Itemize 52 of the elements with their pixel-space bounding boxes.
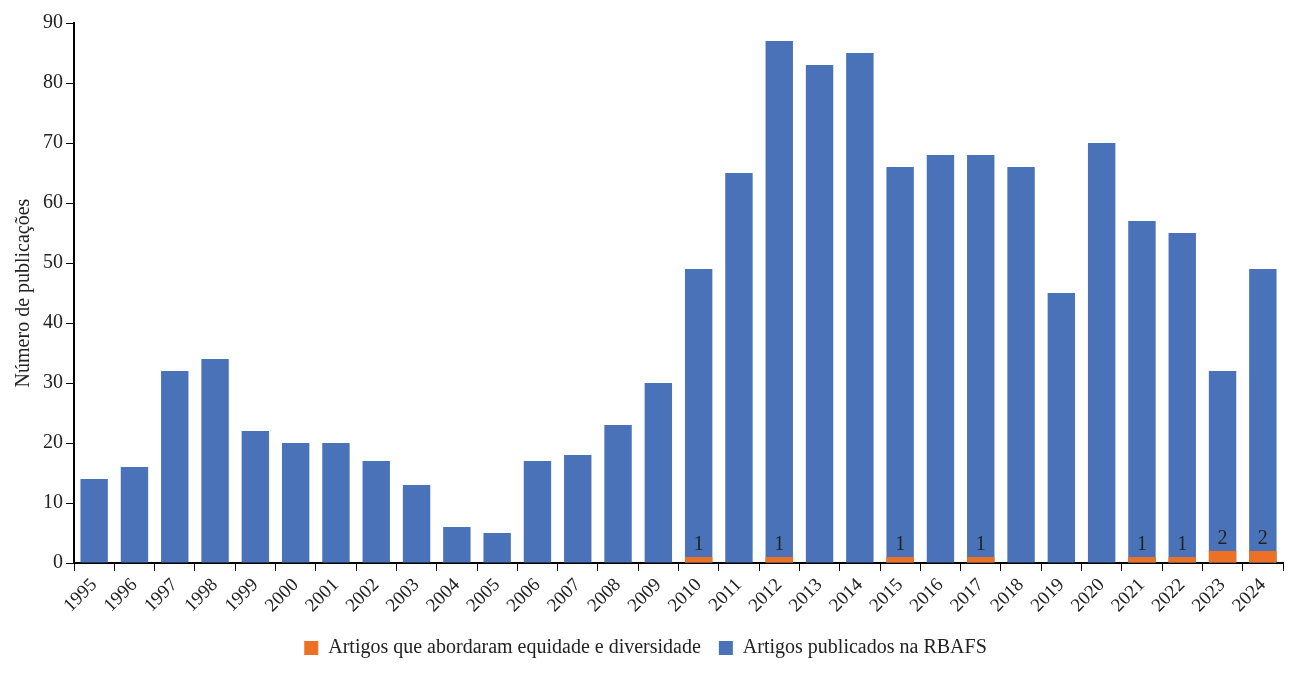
data-label: 1 <box>1136 532 1147 555</box>
bar <box>564 455 592 563</box>
legend-label: Artigos publicados na RBAFS <box>742 635 987 659</box>
bar <box>80 479 108 563</box>
bar <box>684 557 713 563</box>
bar <box>765 557 793 563</box>
bar <box>886 557 914 563</box>
bar <box>322 443 350 563</box>
y-tick-label: 20 <box>43 430 63 453</box>
bar <box>1249 551 1277 563</box>
bar <box>281 443 310 563</box>
bar <box>644 383 673 563</box>
bar <box>241 431 270 563</box>
bar <box>443 527 471 563</box>
bar <box>846 53 874 563</box>
x-tick-label: 1999 <box>219 573 262 616</box>
data-label: 2 <box>1217 526 1228 549</box>
bar <box>1007 167 1035 563</box>
bar <box>120 467 149 563</box>
y-tick-label: 10 <box>43 490 63 513</box>
bar <box>1128 557 1156 563</box>
data-label: 1 <box>693 532 704 555</box>
y-tick-label: 50 <box>43 250 63 273</box>
bar <box>201 359 229 563</box>
y-tick-label: 30 <box>43 370 63 393</box>
y-tick-label: 90 <box>43 10 63 33</box>
bar <box>161 371 189 563</box>
data-label: 2 <box>1257 526 1268 549</box>
bar <box>523 461 552 563</box>
data-label: 1 <box>774 532 785 555</box>
data-label: 1 <box>895 532 906 555</box>
bar <box>604 425 632 563</box>
y-tick-label: 70 <box>43 130 63 153</box>
bar <box>483 533 511 563</box>
data-label: 1 <box>975 532 986 555</box>
bar <box>402 485 431 563</box>
legend-label: Artigos que abordaram equidade e diversidade <box>328 635 701 659</box>
bar <box>725 173 753 563</box>
bar <box>362 461 390 563</box>
bar <box>967 557 995 563</box>
bar <box>1087 143 1116 563</box>
y-tick-label: 0 <box>53 550 63 573</box>
bar <box>926 155 955 563</box>
y-tick-label: 80 <box>43 70 63 93</box>
bar <box>1208 551 1237 563</box>
bar <box>1168 557 1196 563</box>
y-tick-label: 60 <box>43 190 63 213</box>
bar <box>1047 293 1076 563</box>
bar <box>805 65 834 563</box>
y-tick-label: 40 <box>43 310 63 333</box>
data-label: 1 <box>1177 532 1188 555</box>
y-axis-title: Número de publicações <box>11 198 35 388</box>
